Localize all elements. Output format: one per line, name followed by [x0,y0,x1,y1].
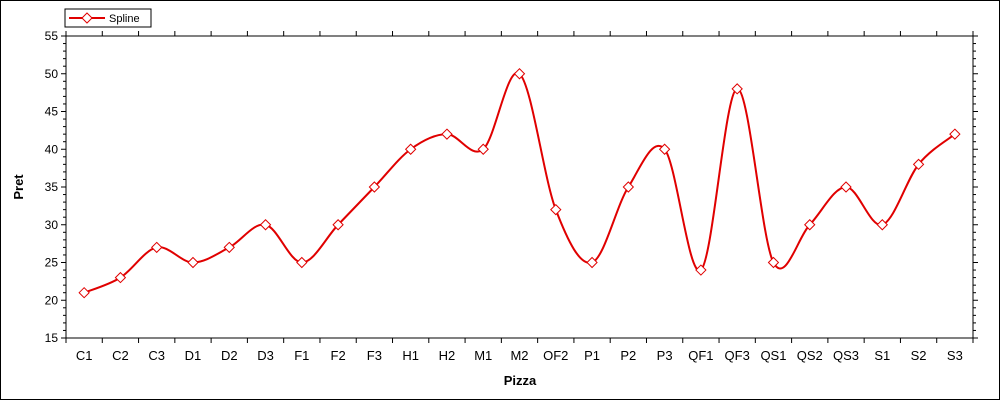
x-tick-label: P2 [620,348,636,363]
x-tick-label: D1 [185,348,202,363]
data-point-marker [876,219,889,231]
x-tick-label: S1 [874,348,890,363]
data-point-marker [187,256,199,269]
y-tick-label: 25 [45,256,59,270]
data-point-marker [477,143,489,155]
x-tick-label: QF3 [725,348,750,363]
data-point-marker [114,271,127,284]
x-tick-label: F2 [331,348,346,363]
data-point-marker [404,143,417,155]
x-tick-label: M1 [474,348,492,363]
data-point-marker [332,219,344,231]
data-point-marker [78,286,90,299]
data-point-marker [912,158,925,171]
x-tick-label: QF1 [688,348,713,363]
data-point-marker [259,219,272,231]
y-tick-label: 55 [45,29,59,43]
y-tick-label: 30 [45,218,59,232]
x-tick-label: H1 [402,348,419,363]
data-point-marker [658,143,671,155]
data-point-marker [949,128,961,140]
data-point-marker [150,241,163,254]
x-tick-label: QS2 [797,348,823,363]
x-tick-label: QS1 [760,348,786,363]
data-point-marker [550,203,562,216]
data-point-marker [513,68,526,80]
y-tick-label: 45 [45,105,59,119]
data-point-marker [804,219,816,231]
x-axis-title: Pizza [504,373,537,388]
x-tick-label: C3 [148,348,165,363]
x-tick-label: C2 [112,348,129,363]
x-tick-label: S3 [947,348,963,363]
y-tick-label: 15 [45,331,59,345]
x-tick-label: D2 [221,348,238,363]
x-axis: C1 C2 C3 D1 D2 D3 F1 F2 F3 H1 H2 M1 M2 OF2 P1 P2 P3 QF1 QF… [65,31,974,363]
y-axis: 15 20 25 30 35 40 45 50 55 [45,29,978,345]
plot-area [65,35,974,339]
y-tick-label: 35 [45,180,59,194]
series-spline-line [83,72,956,294]
x-tick-label: H2 [439,348,456,363]
x-tick-label: F1 [294,348,309,363]
data-point-marker [840,181,852,193]
y-tick-label: 20 [45,293,59,307]
data-point-marker [695,264,707,276]
x-tick-label: D3 [257,348,274,363]
x-tick-label: M2 [510,348,528,363]
legend: Spline [64,8,152,28]
data-point-marker [441,128,453,140]
legend-diamond-marker [81,12,93,24]
x-tick-label: P3 [657,348,673,363]
data-point-marker [586,256,598,269]
data-point-marker [296,256,308,269]
data-point-marker [731,83,743,95]
x-tick-label: QS3 [833,348,859,363]
x-tick-label: F3 [367,348,382,363]
x-tick-label: C1 [76,348,93,363]
y-tick-label: 50 [45,67,59,81]
y-axis-title: Pret [11,174,26,200]
x-tick-label: OF2 [543,348,568,363]
x-tick-label: P1 [584,348,600,363]
series-markers [78,68,961,299]
data-point-marker [622,181,635,193]
y-tick-label: 40 [45,142,59,156]
legend-label: Spline [109,13,140,25]
data-point-marker [767,256,780,269]
x-tick-label: S2 [911,348,927,363]
data-point-marker [368,181,381,193]
data-point-marker [223,241,235,254]
